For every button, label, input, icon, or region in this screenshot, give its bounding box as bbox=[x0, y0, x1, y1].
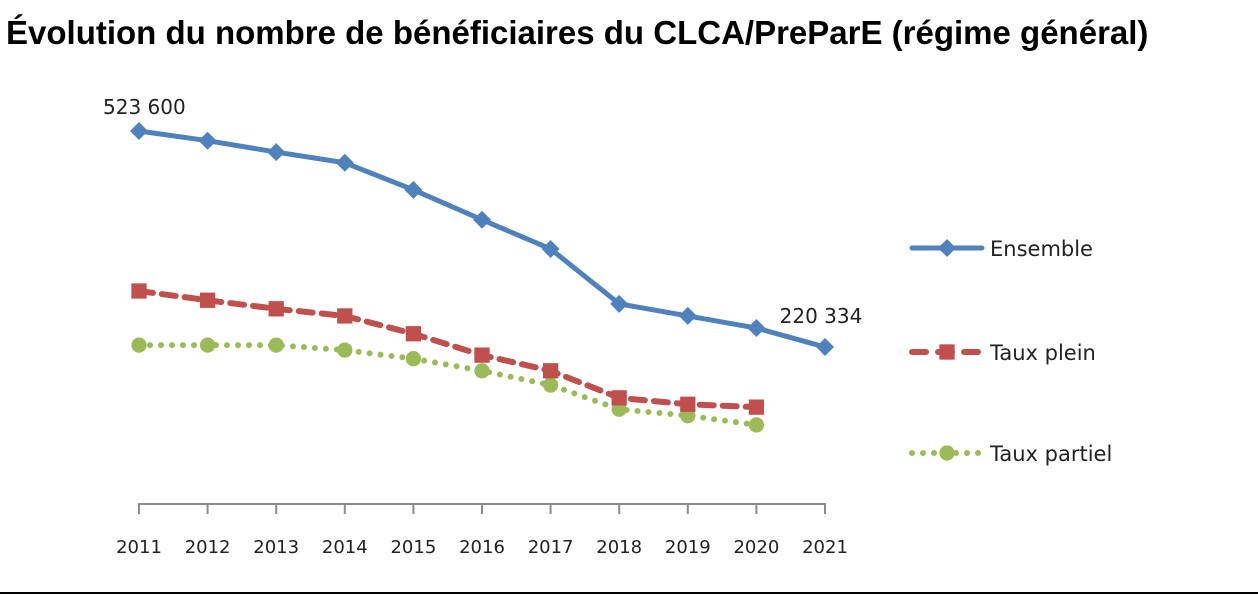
x-axis: 2011 2012 2013 2014 2015 2016 2017 2018 2019 2020… bbox=[116, 503, 848, 558]
diamond-marker bbox=[678, 306, 697, 325]
diamond-marker bbox=[473, 210, 491, 229]
x-tick-label: 2020 bbox=[733, 537, 779, 558]
x-tick-label: 2013 bbox=[253, 537, 299, 558]
data-label: 523 600 bbox=[103, 95, 186, 119]
circle-marker bbox=[405, 351, 422, 367]
legend: Ensemble Taux plein Taux partiel bbox=[909, 237, 1112, 466]
data-label: 220 334 bbox=[780, 304, 863, 328]
x-tick-label: 2018 bbox=[596, 537, 642, 558]
diamond-marker bbox=[938, 239, 956, 257]
x-tick-label: 2021 bbox=[802, 537, 848, 558]
series-group bbox=[130, 122, 834, 433]
diamond-marker bbox=[816, 338, 834, 357]
square-marker bbox=[337, 308, 353, 324]
square-marker bbox=[611, 390, 627, 406]
diamond-marker bbox=[747, 319, 766, 338]
square-marker bbox=[405, 326, 422, 342]
circle-marker bbox=[131, 337, 147, 353]
series-line bbox=[136, 342, 760, 428]
square-marker bbox=[680, 396, 696, 412]
circle-marker bbox=[542, 377, 559, 393]
bottom-divider bbox=[0, 592, 1258, 594]
series-line bbox=[136, 287, 760, 411]
series-taux-partiel bbox=[131, 337, 765, 433]
x-tick-label: 2017 bbox=[528, 537, 574, 558]
x-tick-label: 2015 bbox=[390, 537, 436, 558]
circle-marker bbox=[474, 363, 490, 379]
diamond-marker bbox=[610, 294, 629, 313]
square-marker bbox=[199, 292, 216, 308]
series-taux-plein bbox=[131, 283, 765, 415]
square-marker bbox=[939, 344, 955, 360]
annotation-group: 523 600 220 334 bbox=[103, 95, 862, 328]
x-tick-label: 2019 bbox=[665, 537, 711, 558]
diamond-marker bbox=[198, 131, 217, 150]
series-line bbox=[136, 128, 828, 350]
legend-label: Taux plein bbox=[989, 341, 1096, 365]
legend-item-ensemble: Ensemble bbox=[909, 237, 1093, 261]
x-tick-label: 2016 bbox=[459, 537, 505, 558]
diamond-marker bbox=[541, 239, 560, 258]
series-ensemble bbox=[130, 122, 834, 357]
circle-marker bbox=[748, 417, 765, 433]
circle-marker bbox=[199, 337, 216, 353]
square-marker bbox=[474, 347, 490, 363]
diamond-marker bbox=[404, 180, 423, 199]
square-marker bbox=[748, 399, 765, 415]
square-marker bbox=[268, 301, 284, 317]
legend-label: Ensemble bbox=[990, 237, 1093, 261]
x-tick-label: 2012 bbox=[185, 537, 231, 558]
legend-item-taux-partiel: Taux partiel bbox=[909, 442, 1112, 466]
x-tick-label: 2014 bbox=[322, 537, 368, 558]
circle-marker bbox=[337, 342, 353, 358]
legend-item-taux-plein: Taux plein bbox=[909, 341, 1096, 365]
square-marker bbox=[542, 363, 559, 379]
x-tick-label: 2011 bbox=[116, 537, 162, 558]
circle-marker bbox=[939, 445, 955, 461]
diamond-marker bbox=[130, 122, 148, 140]
diamond-marker bbox=[335, 153, 354, 172]
diamond-marker bbox=[267, 143, 286, 162]
chart-title: Évolution du nombre de bénéficiaires du … bbox=[6, 14, 1149, 51]
legend-label: Taux partiel bbox=[989, 442, 1112, 466]
circle-marker bbox=[268, 337, 284, 353]
square-marker bbox=[131, 283, 147, 299]
